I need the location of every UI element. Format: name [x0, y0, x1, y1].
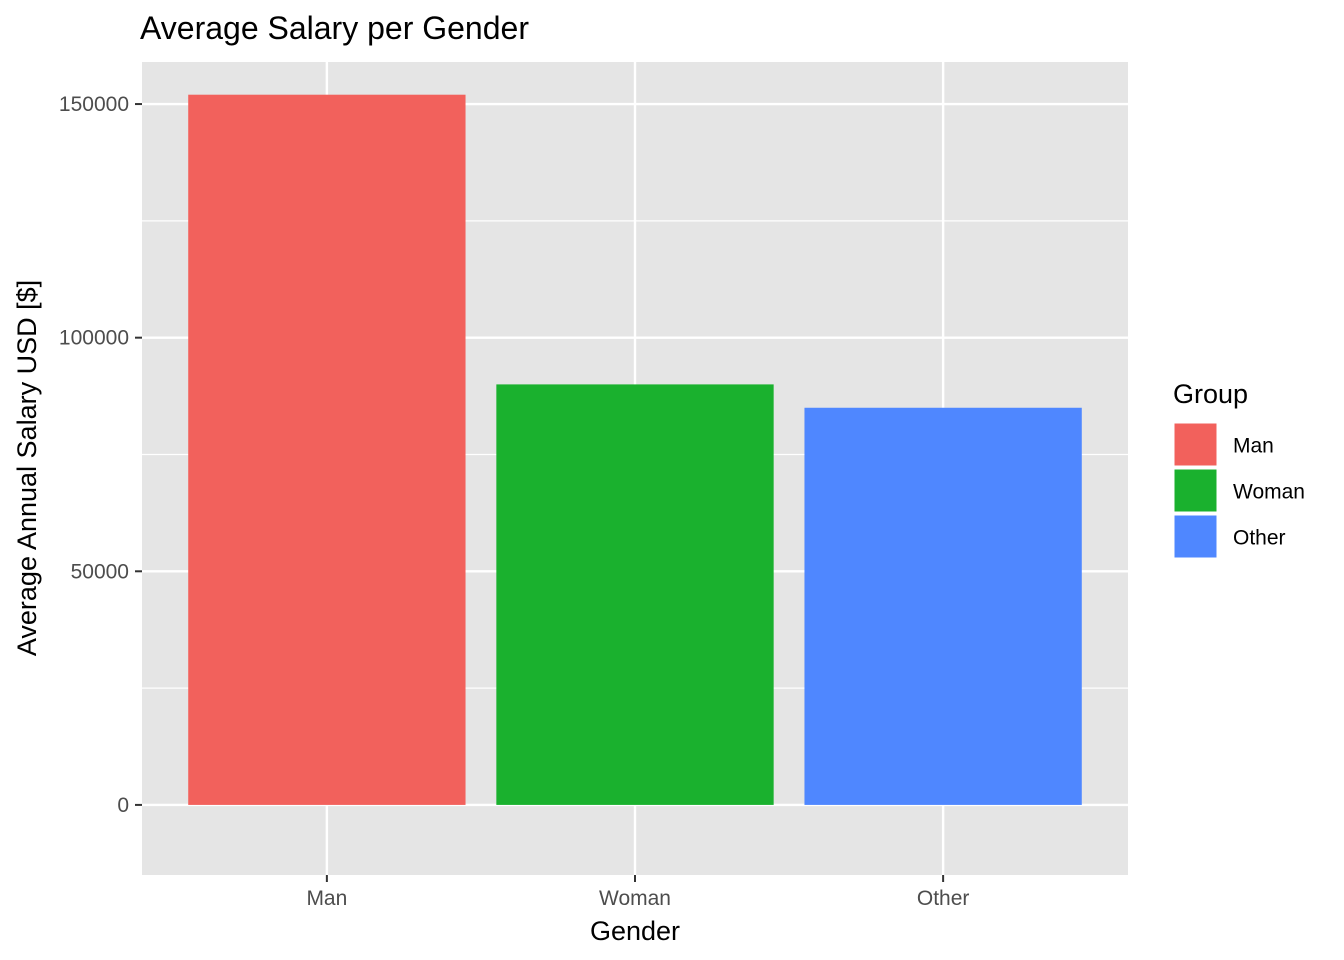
legend: Group Man Woman Other [1173, 379, 1305, 559]
legend-key-other [1173, 514, 1218, 559]
bars-group [188, 94, 1082, 805]
x-axis: Man Woman Other [306, 875, 969, 910]
legend-entries: Man Woman Other [1173, 422, 1305, 559]
y-tick-label: 150000 [59, 93, 129, 116]
bar-other [804, 407, 1082, 805]
y-tick-label: 50000 [71, 560, 129, 583]
bar-woman [496, 384, 774, 805]
legend-title: Group [1173, 379, 1248, 409]
y-axis-title: Average Annual Salary USD [$] [12, 280, 42, 656]
legend-label-woman: Woman [1233, 481, 1305, 504]
legend-label-other: Other [1233, 527, 1286, 550]
x-axis-title: Gender [590, 916, 680, 946]
legend-label-man: Man [1233, 435, 1274, 458]
chart-title: Average Salary per Gender [140, 10, 529, 46]
legend-key-woman [1173, 468, 1218, 513]
x-tick-label: Man [306, 887, 347, 910]
y-tick-label: 100000 [59, 327, 129, 350]
legend-key-man [1173, 422, 1218, 467]
x-tick-label: Woman [599, 887, 671, 910]
x-tick-label: Other [917, 887, 970, 910]
y-axis: 0 50000 100000 150000 [59, 93, 142, 817]
bar-man [188, 94, 466, 805]
y-tick-label: 0 [117, 794, 129, 817]
